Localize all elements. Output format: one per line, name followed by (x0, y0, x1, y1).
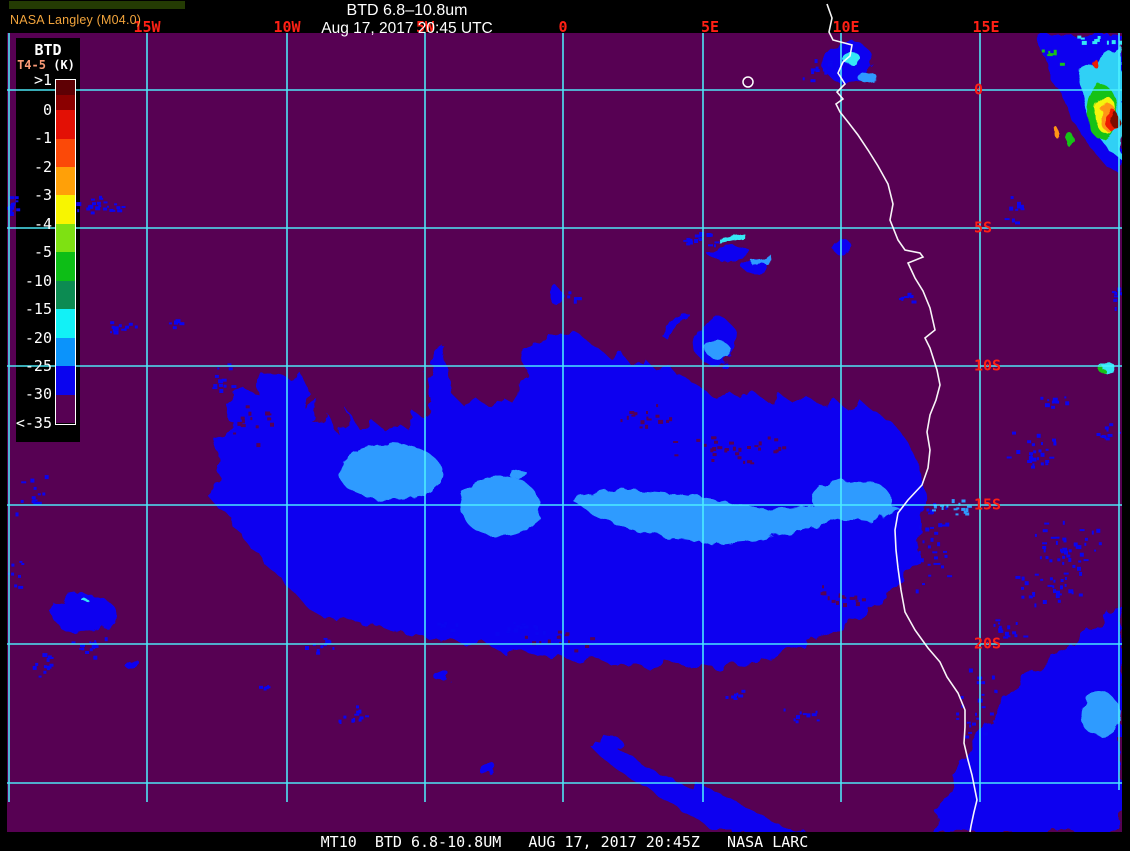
colorbar-block (56, 138, 75, 167)
colorbar-tick--25: -25 (24, 357, 52, 375)
colorbar-tick--1: -1 (33, 129, 52, 147)
lon-label-15E: 15E (972, 18, 1000, 36)
colorbar-param-label: T4-5 (17, 58, 46, 72)
title-datetime-line: Aug 17, 2017 20:45 UTC (321, 20, 493, 37)
lat-label-0: 0 (974, 80, 984, 99)
colorbar-tick-0: 0 (42, 101, 52, 119)
lon-label-0: 0 (558, 18, 568, 36)
colorbar-tick--2: -2 (33, 158, 52, 176)
colorbar-block (56, 195, 75, 224)
colorbar-block (56, 223, 75, 253)
colorbar-tick--30: -30 (24, 385, 52, 403)
lat-label-10S: 10S (974, 356, 1002, 375)
colorbar-block (56, 394, 75, 423)
colorbar-title: BTD (34, 41, 62, 59)
colorbar-scale (55, 79, 76, 425)
title-product-line: BTD 6.8–10.8um (346, 2, 468, 19)
lat-label-20S: 20S (974, 634, 1002, 653)
colorbar-block (56, 337, 75, 367)
lon-label-15W: 15W (133, 18, 161, 36)
colorbar-block (56, 309, 75, 338)
lon-label-10E: 10E (832, 18, 860, 36)
colorbar-block (56, 95, 75, 110)
colorbar-tick--5: -5 (33, 243, 52, 261)
colorbar-block (56, 280, 75, 310)
colorbar-unit-label: (K) (53, 58, 75, 72)
credit-label: NASA Langley (M04.0) (10, 13, 142, 27)
colorbar-block (56, 110, 75, 139)
lon-label-5W: 5W (415, 18, 435, 36)
colorbar-tick--3: -3 (33, 186, 52, 204)
lon-label-5E: 5E (700, 18, 720, 36)
colorbar-block (56, 80, 75, 95)
lat-label-15S: 15S (974, 495, 1002, 514)
colorbar-tick--10: -10 (24, 272, 52, 290)
colorbar-tick->1: >1 (33, 71, 52, 89)
lon-label-10W: 10W (273, 18, 301, 36)
colorbar-tick--4: -4 (33, 215, 52, 233)
footer-caption: MT10 BTD 6.8-10.8UM AUG 17, 2017 20:45Z … (320, 833, 809, 851)
cloud-speck (1121, 293, 1122, 296)
image-title: BTD 6.8–10.8um Aug 17, 2017 20:45 UTC (257, 1, 557, 38)
scanline-artifact-strip (9, 1, 185, 9)
colorbar-subtitle: T4-5 (K) (8, 58, 84, 72)
map-canvas (7, 33, 1122, 832)
colorbar-tick-<-35: <-35 (15, 414, 52, 432)
colorbar-tick--15: -15 (24, 300, 52, 318)
colorbar-tick--20: -20 (24, 329, 52, 347)
lat-label-5S: 5S (974, 218, 993, 237)
colorbar-block (56, 252, 75, 281)
colorbar-block (56, 366, 75, 395)
colorbar-legend: BTD T4-5 (K) >1 0 -1 -2 -3 -4 -5 -10 -15 -20 -25 -3… (0, 0, 160, 480)
colorbar-block (56, 167, 75, 196)
